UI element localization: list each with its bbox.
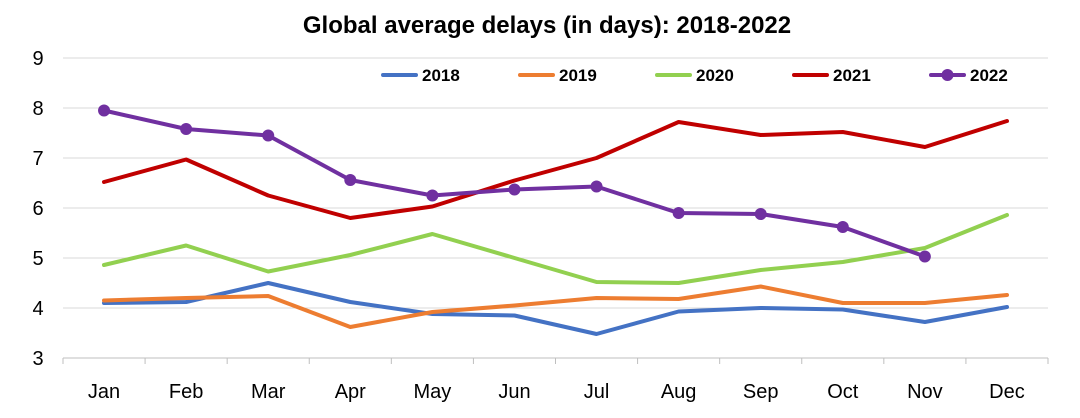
y-tick-label: 7 [32, 148, 43, 170]
y-tick-label: 8 [32, 98, 43, 120]
x-tick-label: Jul [584, 381, 610, 403]
x-tick-label: Aug [661, 381, 697, 403]
legend: 2018 2019 2020 2021 2022 [381, 66, 1008, 85]
data-point-2022-Jun [508, 183, 521, 196]
x-tick-label: May [413, 381, 451, 403]
y-tick-label: 4 [32, 298, 43, 320]
data-point-2022-May [426, 189, 439, 202]
data-point-2022-Nov [918, 250, 931, 263]
data-point-2022-Sep [754, 208, 767, 220]
x-tick-label: Oct [827, 381, 859, 403]
legend-marker-2022 [941, 69, 954, 81]
data-point-2022-Jan [98, 104, 111, 117]
x-tick-label: Feb [169, 381, 203, 403]
data-point-2022-Feb [180, 123, 193, 135]
series-line-2020 [102, 213, 1009, 285]
series-lines [98, 104, 1009, 336]
chart-title: Global average delays (in days): 2018-20… [303, 12, 791, 39]
legend-label-2018: 2018 [422, 66, 460, 85]
legend-label-2022: 2022 [970, 66, 1008, 85]
axes: 3 4 5 6 7 8 9 Jan Feb Mar Apr May Jun Jul Aug Sep Oct Nov… [32, 48, 1049, 403]
y-tick-label: 9 [32, 48, 43, 70]
x-tick-label: Sep [743, 381, 779, 403]
x-tick-label: Apr [335, 381, 366, 403]
y-tick-label: 5 [32, 248, 43, 270]
data-point-2022-Aug [672, 207, 685, 219]
y-tick-label: 3 [32, 348, 43, 370]
legend-label-2021: 2021 [833, 66, 871, 85]
x-tick-label: Nov [907, 381, 943, 403]
legend-label-2019: 2019 [559, 66, 597, 85]
data-point-2022-Mar [262, 129, 275, 142]
x-tick-label: Mar [251, 381, 286, 403]
series-line-2021 [102, 119, 1009, 220]
series-line-2019 [102, 284, 1009, 329]
x-tick-label: Dec [989, 381, 1025, 403]
x-tick-label: Jan [88, 381, 120, 403]
legend-label-2020: 2020 [696, 66, 734, 85]
x-tick-label: Jun [498, 381, 530, 403]
data-point-2022-Apr [344, 174, 357, 186]
series-line-2018 [102, 281, 1009, 336]
data-point-2022-Oct [836, 221, 849, 233]
data-point-2022-Jul [590, 180, 603, 193]
y-tick-label: 6 [32, 198, 43, 220]
